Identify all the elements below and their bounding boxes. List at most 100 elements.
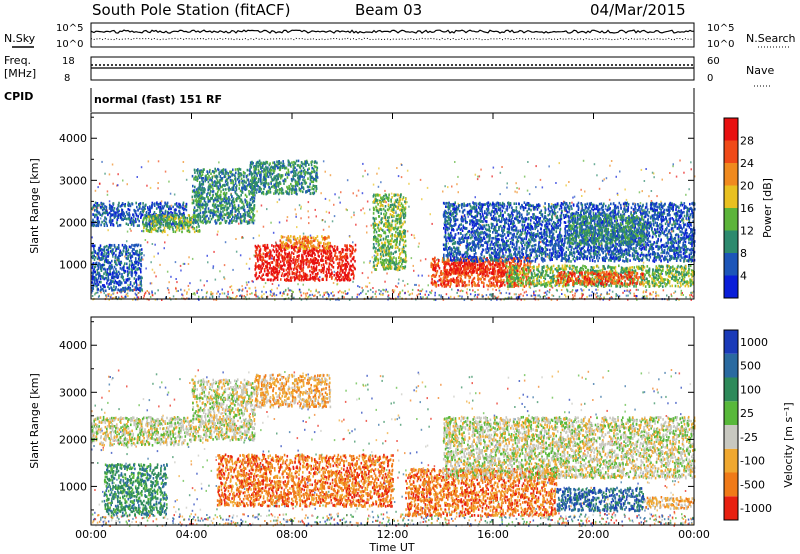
echo-cell (91, 274, 94, 278)
clutter-cell (136, 296, 138, 299)
echo-cell (99, 205, 102, 209)
echo-cell (336, 278, 339, 282)
echo-cell (346, 272, 349, 275)
echo-cell (99, 274, 101, 278)
echo-cell (278, 168, 281, 171)
noise-cell (109, 295, 111, 298)
echo-cell (119, 267, 122, 270)
echo-cell (123, 278, 125, 282)
clutter-cell (457, 295, 460, 298)
echo-cell (300, 181, 303, 185)
echo-cell (246, 184, 248, 188)
echo-cell (157, 205, 160, 209)
echo-cell (138, 256, 140, 259)
noise-cell (329, 174, 332, 177)
echo-cell (328, 245, 330, 248)
echo-cell (95, 273, 97, 277)
echo-cell (309, 249, 312, 253)
clutter-cell (590, 294, 593, 297)
echo-cell (250, 171, 252, 174)
noise-cell (688, 252, 691, 255)
echo-cell (160, 229, 163, 233)
noise-cell (609, 164, 611, 167)
echo-cell (126, 270, 129, 273)
echo-cell (326, 267, 328, 271)
echo-cell (212, 170, 214, 173)
clutter-cell (561, 293, 563, 295)
echo-cell (223, 206, 225, 210)
echo-cell (179, 220, 181, 223)
echo-cell (343, 278, 345, 282)
echo-cell (314, 267, 317, 270)
echo-cell (91, 281, 94, 284)
echo-cell (287, 265, 290, 269)
noise-cell (297, 283, 299, 286)
echo-cell (217, 208, 219, 211)
echo-cell (125, 249, 128, 253)
echo-cell (208, 217, 210, 220)
echo-cell (324, 249, 327, 253)
echo-cell (199, 173, 201, 176)
noise-cell (626, 251, 629, 254)
echo-cell (203, 215, 206, 218)
echo-cell (227, 181, 229, 185)
echo-cell (248, 190, 250, 193)
echo-cell (293, 184, 295, 188)
clutter-cell (323, 293, 325, 296)
noise-cell (150, 282, 153, 285)
echo-cell (244, 172, 246, 175)
echo-cell (207, 207, 210, 210)
clutter-cell (611, 297, 613, 300)
clutter-cell (399, 292, 401, 295)
echo-cell (121, 253, 123, 257)
clutter-cell (172, 295, 175, 298)
noise-cell (330, 259, 332, 262)
echo-cell (321, 255, 323, 258)
echo-cell (338, 276, 341, 279)
clutter-cell (241, 289, 243, 292)
echo-cell (259, 187, 262, 190)
echo-cell (178, 218, 181, 221)
echo-cell (105, 205, 108, 209)
echo-cell (115, 214, 117, 217)
clutter-cell (618, 295, 621, 298)
echo-cell (168, 215, 170, 218)
echo-cell (179, 203, 181, 206)
echo-cell (293, 266, 296, 270)
echo-cell (132, 251, 135, 255)
echo-cell (218, 187, 221, 191)
echo-cell (147, 229, 150, 233)
noise-cell (679, 159, 681, 162)
clutter-cell (581, 294, 583, 297)
echo-cell (212, 215, 215, 218)
echo-cell (225, 170, 228, 174)
noise-cell (451, 273, 453, 276)
echo-cell (283, 248, 285, 251)
echo-cell (352, 248, 354, 251)
echo-cell (105, 248, 108, 252)
echo-cell (314, 276, 317, 279)
echo-cell (149, 214, 152, 217)
noise-cell (287, 297, 290, 299)
echo-cell (140, 256, 143, 259)
noise-cell (463, 285, 465, 288)
echo-cell (138, 267, 140, 270)
echo-cell (118, 201, 120, 205)
clutter-cell (550, 298, 553, 301)
echo-cell (211, 176, 213, 179)
echo-cell (350, 259, 352, 263)
echo-cell (321, 249, 324, 252)
echo-cell (124, 286, 127, 290)
echo-cell (349, 244, 351, 247)
echo-cell (246, 203, 249, 207)
echo-cell (158, 203, 160, 206)
noise-cell (261, 297, 264, 300)
echo-cell (112, 276, 114, 280)
echo-cell (184, 204, 187, 208)
echo-cell (309, 175, 312, 178)
echo-cell (193, 206, 196, 209)
clutter-cell (375, 295, 377, 298)
echo-cell (125, 278, 128, 282)
echo-cell (273, 183, 276, 187)
